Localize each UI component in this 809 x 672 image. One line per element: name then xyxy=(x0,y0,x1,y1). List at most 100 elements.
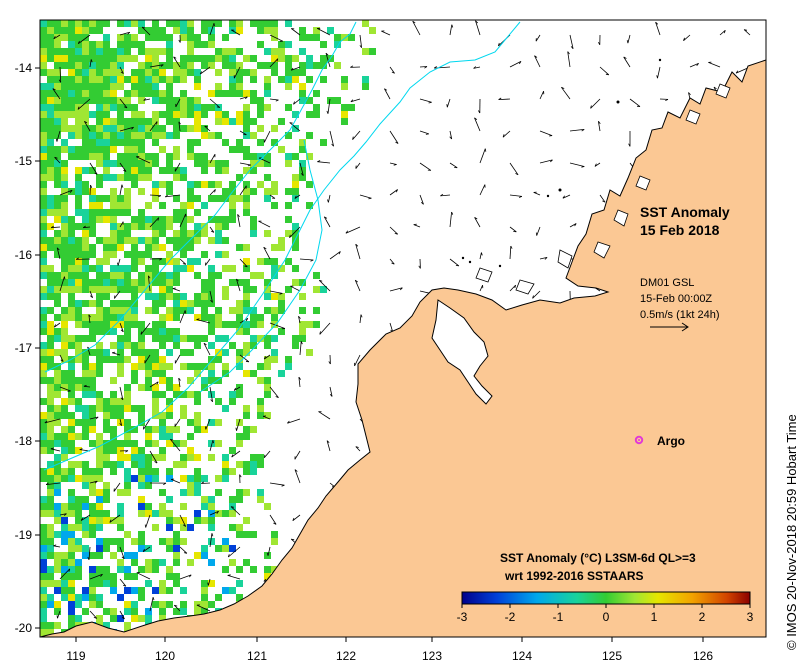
sst-pixel xyxy=(180,104,187,111)
sst-pixel xyxy=(124,265,131,272)
sst-pixel xyxy=(131,363,138,370)
sst-pixel xyxy=(110,216,117,223)
sst-pixel xyxy=(110,307,117,314)
sst-pixel xyxy=(40,167,47,174)
sst-pixel xyxy=(180,489,187,496)
sst-pixel xyxy=(299,307,306,314)
sst-pixel xyxy=(68,489,75,496)
sst-pixel xyxy=(61,377,68,384)
sst-pixel xyxy=(40,20,47,27)
sst-pixel xyxy=(89,440,96,447)
sst-pixel xyxy=(348,34,355,41)
sst-pixel xyxy=(103,34,110,41)
sst-pixel xyxy=(103,293,110,300)
sst-pixel xyxy=(320,62,327,69)
sst-pixel xyxy=(152,97,159,104)
sst-pixel xyxy=(89,391,96,398)
sst-pixel xyxy=(96,153,103,160)
sst-pixel xyxy=(47,118,54,125)
sst-pixel xyxy=(82,356,89,363)
sst-pixel xyxy=(173,461,180,468)
sst-pixel xyxy=(103,160,110,167)
current-vector xyxy=(269,98,279,102)
sst-pixel xyxy=(68,293,75,300)
current-vector xyxy=(142,546,151,553)
sst-pixel xyxy=(271,202,278,209)
sst-pixel xyxy=(75,202,82,209)
sst-pixel xyxy=(243,468,250,475)
sst-pixel xyxy=(194,258,201,265)
current-vector xyxy=(56,610,61,619)
sst-pixel xyxy=(47,125,54,132)
sst-pixel xyxy=(40,251,47,258)
sst-pixel xyxy=(82,419,89,426)
current-vector xyxy=(149,217,160,228)
sst-pixel xyxy=(313,272,320,279)
sst-pixel xyxy=(173,153,180,160)
sst-pixel xyxy=(180,503,187,510)
sst-pixel xyxy=(159,412,166,419)
sst-pixel xyxy=(173,104,180,111)
sst-pixel xyxy=(313,27,320,34)
sst-pixel xyxy=(103,244,110,251)
sst-pixel xyxy=(187,216,194,223)
sst-pixel xyxy=(201,552,208,559)
sst-pixel xyxy=(68,286,75,293)
current-vector xyxy=(203,342,211,356)
sst-pixel xyxy=(194,272,201,279)
current-vector xyxy=(209,154,216,164)
sst-pixel xyxy=(117,398,124,405)
sst-pixel xyxy=(152,335,159,342)
current-vector xyxy=(59,276,66,292)
current-vector xyxy=(113,482,121,492)
sst-pixel xyxy=(187,230,194,237)
sst-pixel xyxy=(145,468,152,475)
sst-pixel xyxy=(82,69,89,76)
sst-pixel xyxy=(138,363,145,370)
sst-pixel xyxy=(187,146,194,153)
sst-pixel xyxy=(278,118,285,125)
sst-pixel xyxy=(89,153,96,160)
sst-pixel xyxy=(40,139,47,146)
sst-pixel xyxy=(236,531,243,538)
sst-pixel xyxy=(138,279,145,286)
sst-pixel xyxy=(47,496,54,503)
sst-pixel xyxy=(96,265,103,272)
sst-pixel xyxy=(257,20,264,27)
sst-pixel xyxy=(243,531,250,538)
sst-pixel xyxy=(271,27,278,34)
sst-pixel xyxy=(159,146,166,153)
sst-pixel xyxy=(145,608,152,615)
sst-pixel xyxy=(243,433,250,440)
current-vector xyxy=(149,450,158,464)
sst-pixel xyxy=(103,545,110,552)
sst-pixel xyxy=(145,62,152,69)
sst-pixel xyxy=(82,461,89,468)
sst-pixel xyxy=(110,195,117,202)
sst-pixel xyxy=(166,587,173,594)
map-date: 15 Feb 2018 xyxy=(640,222,720,238)
sst-pixel xyxy=(82,118,89,125)
sst-pixel xyxy=(131,160,138,167)
current-vector xyxy=(567,51,571,68)
sst-pixel xyxy=(229,209,236,216)
current-vector xyxy=(389,189,398,196)
sst-pixel xyxy=(243,300,250,307)
sst-pixel xyxy=(117,104,124,111)
sst-pixel xyxy=(68,622,75,629)
current-time: 15-Feb 00:00Z xyxy=(640,293,712,305)
sst-pixel xyxy=(40,510,47,517)
sst-pixel xyxy=(243,307,250,314)
sst-pixel xyxy=(180,412,187,419)
sst-pixel xyxy=(96,314,103,321)
sst-pixel xyxy=(138,412,145,419)
sst-pixel xyxy=(124,195,131,202)
sst-pixel xyxy=(75,538,82,545)
sst-pixel xyxy=(47,286,54,293)
sst-pixel xyxy=(89,251,96,258)
sst-pixel xyxy=(243,104,250,111)
sst-pixel xyxy=(166,258,173,265)
sst-pixel xyxy=(264,104,271,111)
sst-pixel xyxy=(145,237,152,244)
sst-pixel xyxy=(152,384,159,391)
